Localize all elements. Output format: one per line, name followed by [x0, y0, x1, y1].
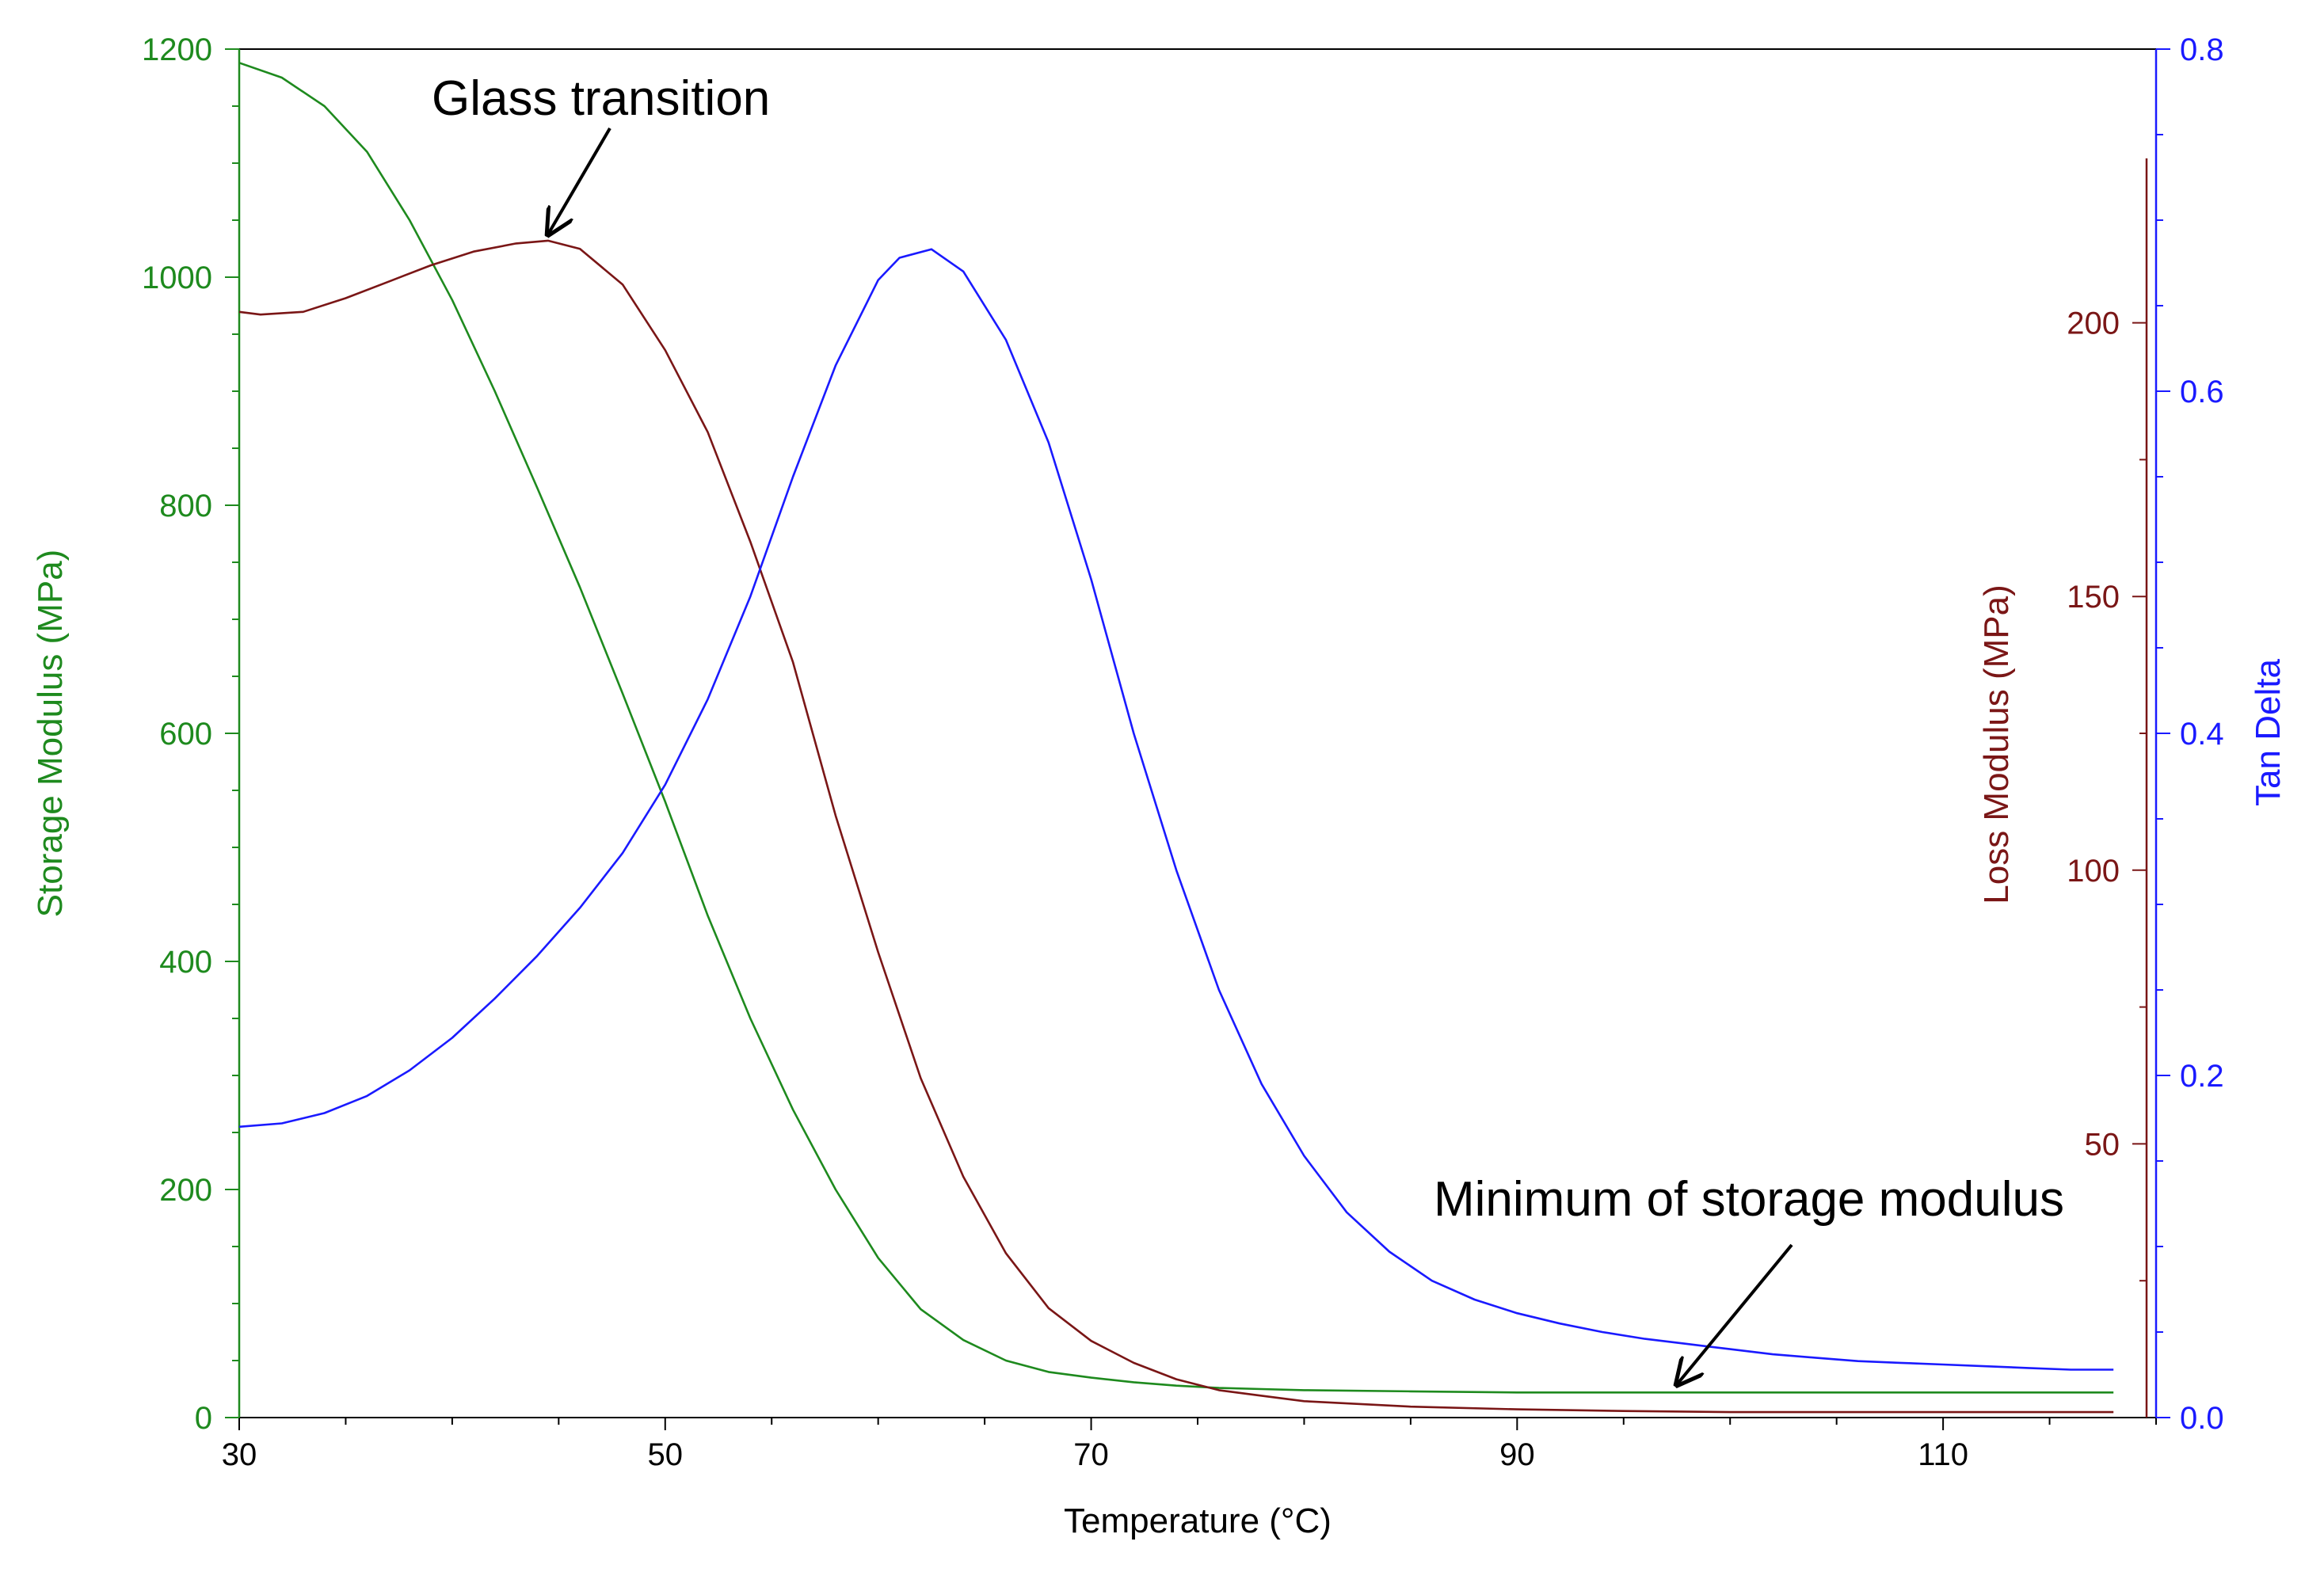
x-tick-label: 30 — [222, 1437, 257, 1472]
storage-tick-label: 0 — [195, 1401, 212, 1436]
storage-tick-label: 200 — [159, 1173, 212, 1208]
loss-tick-label: 200 — [2067, 306, 2120, 341]
storage-tick-label: 400 — [159, 945, 212, 980]
minimum-storage-annotation: Minimum of storage modulus — [1434, 1172, 2064, 1227]
storage-tick-label: 1000 — [142, 261, 212, 295]
tan-delta-tick-label: 0.0 — [2180, 1401, 2224, 1436]
x-tick-label: 70 — [1073, 1437, 1109, 1472]
x-tick-label: 90 — [1499, 1437, 1535, 1472]
tan-delta-tick-label: 0.8 — [2180, 32, 2224, 67]
storage-modulus-curve — [238, 62, 2114, 1394]
tan-delta-tick-label: 0.6 — [2180, 375, 2224, 409]
x-tick-label: 110 — [1918, 1437, 1968, 1472]
glass-transition-annotation: Glass transition — [432, 71, 770, 126]
x-tick-label: 50 — [648, 1437, 684, 1472]
loss-tick-label: 100 — [2067, 854, 2120, 889]
tan-delta-curve — [238, 248, 2114, 1371]
storage-tick-label: 800 — [159, 489, 212, 523]
storage-axis-title: Storage Modulus (MPa) — [31, 550, 70, 918]
storage-tick-label: 600 — [159, 717, 212, 752]
tan-delta-tick-label: 0.2 — [2180, 1059, 2224, 1094]
axis-ticks: 30 50 70 90 110 0 200 400 600 800 1000 1200 50 100 150… — [142, 32, 2224, 1472]
glass-transition-arrow — [548, 127, 611, 234]
storage-tick-label: 1200 — [142, 32, 212, 67]
tan-delta-tick-label: 0.4 — [2180, 717, 2224, 752]
loss-axis-title: Loss Modulus (MPa) — [1977, 584, 2016, 904]
tan-delta-axis-title: Tan Delta — [2249, 659, 2288, 806]
x-axis-title: Temperature (°C) — [1064, 1502, 1332, 1540]
loss-tick-label: 150 — [2067, 580, 2120, 615]
data-curves — [238, 62, 2114, 1414]
loss-tick-label: 50 — [2085, 1127, 2120, 1162]
loss-modulus-curve — [238, 239, 2114, 1414]
minimum-storage-arrow — [1677, 1243, 1793, 1384]
